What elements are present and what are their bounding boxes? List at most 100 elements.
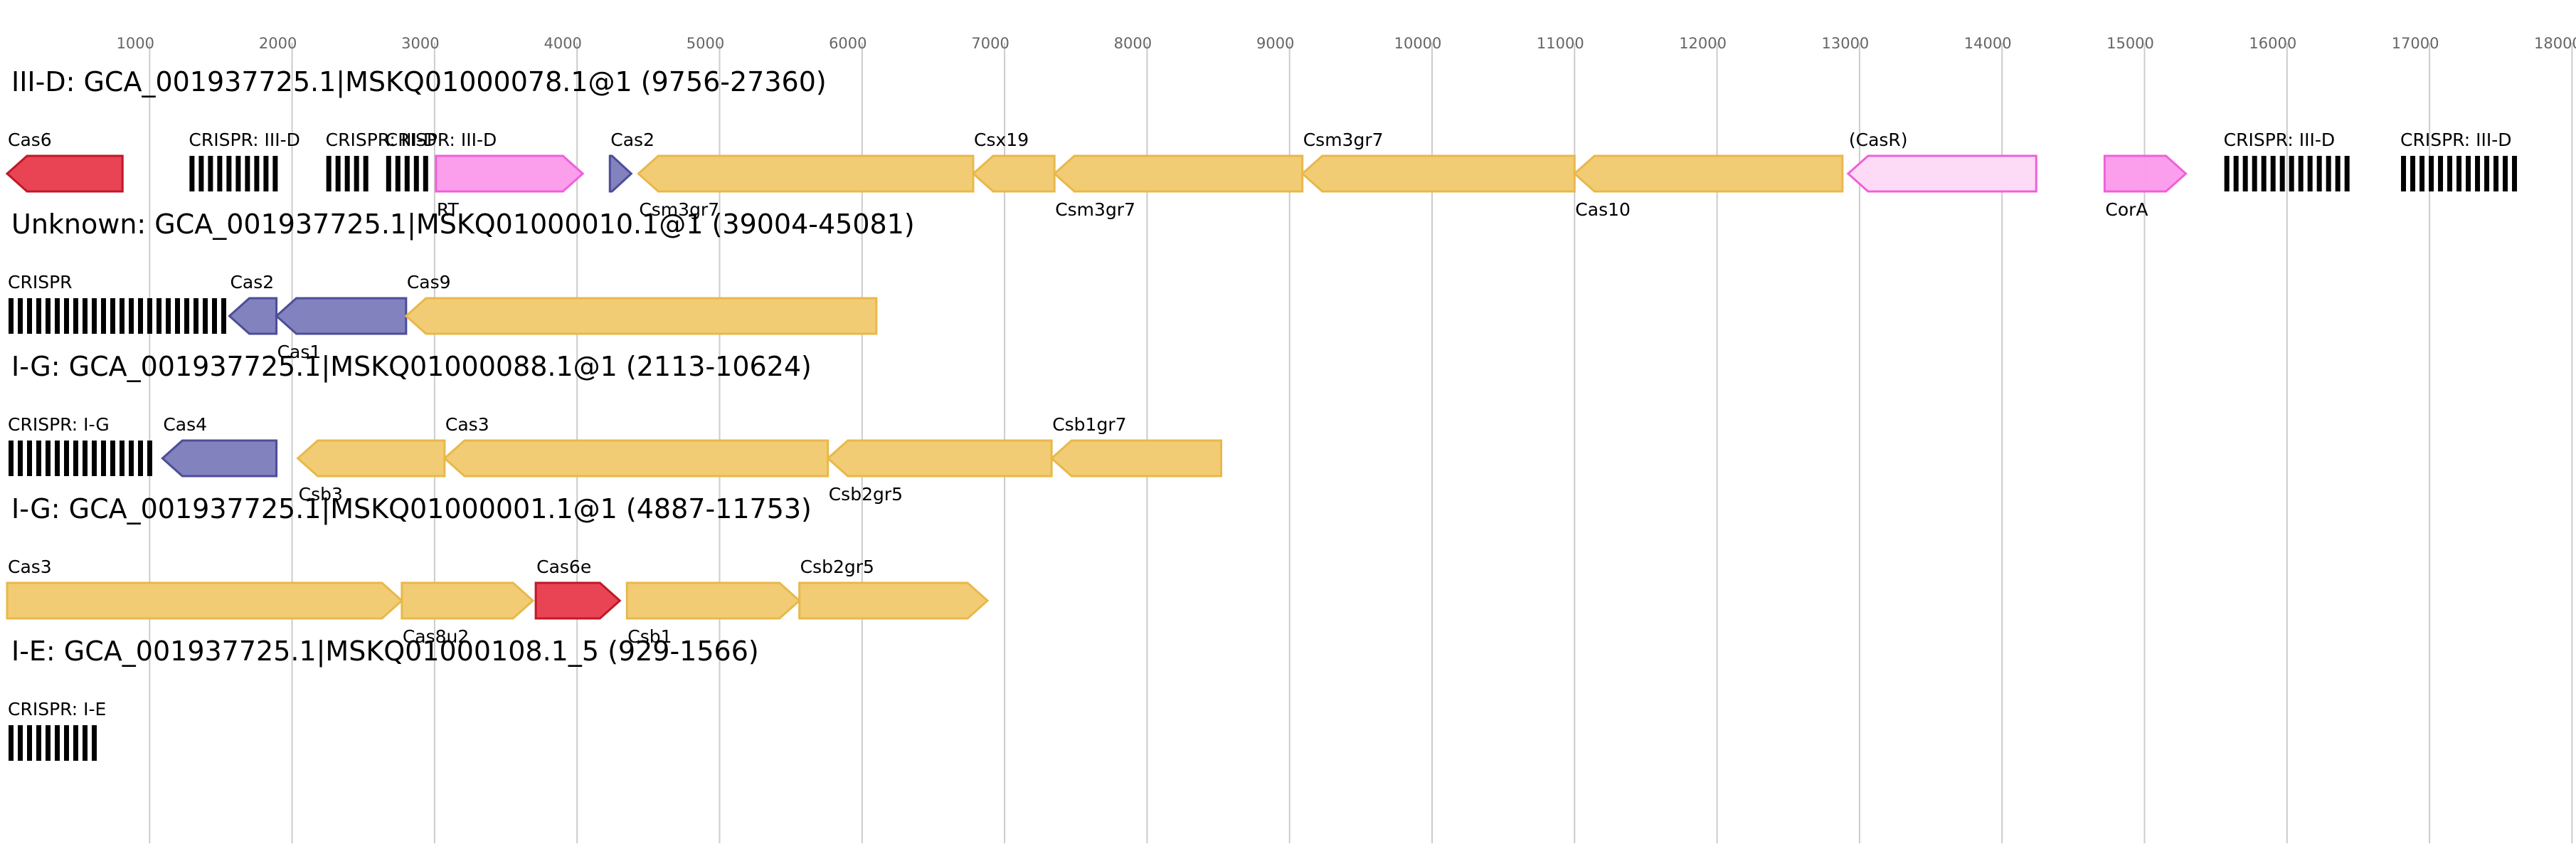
crispr-repeat [83,298,88,334]
crispr-repeat [110,441,115,476]
track: I-G: GCA_001937725.1|MSKQ01000088.1@1 (2… [8,351,1223,505]
crispr-repeat [2242,156,2248,191]
tick-label: 10000 [1394,35,1442,52]
crispr-array [326,156,369,191]
feature-label: Cas9 [407,272,451,292]
crispr-repeat [27,725,32,761]
feature-label: CRISPR: III-D [2400,130,2512,150]
crispr-repeat [235,156,241,191]
crispr-repeat [2493,156,2499,191]
crispr-repeat [2475,156,2481,191]
crispr-repeat [120,298,124,334]
tick-label: 2000 [259,35,297,52]
crispr-repeat [92,441,97,476]
crispr-repeat [344,156,350,191]
track: I-G: GCA_001937725.1|MSKQ01000001.1@1 (4… [6,493,990,647]
crispr-repeat [9,298,14,334]
feature-label: CRISPR: III-D [326,130,438,150]
feature-label: CRISPR [8,272,73,292]
crispr-repeat [2307,156,2313,191]
crispr-array [9,725,97,761]
crispr-array [9,441,152,476]
tick-label: 1000 [117,35,154,52]
feature-label: Cas3 [8,557,52,577]
crispr-repeat [73,298,78,334]
crispr-repeat [2419,156,2425,191]
feature-label: Cas4 [163,414,207,435]
tick-label: 14000 [1964,35,2012,52]
crispr-repeat [92,298,97,334]
tick-label: 7000 [971,35,1009,52]
crispr-repeat [217,156,223,191]
feature-label: CorA [2105,199,2148,220]
crispr-repeat [2456,156,2462,191]
crispr-repeat [27,441,32,476]
crispr-repeat [9,725,14,761]
crispr-repeat [272,156,278,191]
gene-arrow [6,581,404,620]
feature-label: Csm3gr7 [1303,130,1384,150]
crispr-repeat [9,441,14,476]
crispr-repeat [386,156,391,191]
crispr-repeat [73,441,78,476]
crispr-array [2224,156,2350,191]
feature-label: Cas8u2 [403,626,469,647]
crispr-repeat [36,441,41,476]
gene-arrow [2103,154,2188,193]
crispr-repeat [198,156,204,191]
feature-label: Cas2 [610,130,654,150]
track: Unknown: GCA_001937725.1|MSKQ01000010.1@… [8,209,915,362]
tick-label: 15000 [2106,35,2154,52]
crispr-repeat [138,298,143,334]
crispr-repeat [2270,156,2276,191]
crispr-repeat [175,298,180,334]
crispr-array [2401,156,2518,191]
crispr-repeat [354,156,359,191]
crispr-repeat [2261,156,2267,191]
gene-arrow [1846,154,2037,193]
crispr-repeat [2401,156,2407,191]
tick-label: 13000 [1821,35,1869,52]
crispr-repeat [2224,156,2230,191]
feature-label: Cas1 [277,342,322,362]
crispr-repeat [2344,156,2350,191]
track: I-E: GCA_001937725.1|MSKQ01000108.1_5 (9… [8,636,759,761]
track-title: I-G: GCA_001937725.1|MSKQ01000001.1@1 (4… [11,493,812,525]
tick-label: 5000 [687,35,724,52]
crispr-repeat [83,441,88,476]
crispr-array [9,298,226,334]
track-title: Unknown: GCA_001937725.1|MSKQ01000010.1@… [11,209,915,241]
tick-label: 9000 [1256,35,1294,52]
crispr-repeat [36,725,41,761]
gene-arrow [161,439,278,478]
gene-arrow [442,439,829,478]
crispr-repeat [335,156,341,191]
crispr-repeat [245,156,250,191]
feature-label: CRISPR: I-G [8,414,110,435]
crispr-repeat [2503,156,2508,191]
gene-arrow [1300,154,1576,193]
crispr-repeat [64,441,69,476]
crispr-repeat [83,725,88,761]
feature-label: (CasR) [1849,130,1908,150]
gene-arrow [228,297,278,335]
axis-tick-labels: 1000 2000 3000 4000 5000 6000 7000 8000 9000 1000… [117,35,2576,52]
tick-label: 8000 [1114,35,1152,52]
tick-label: 3000 [401,35,439,52]
feature-label: CRISPR: III-D [386,130,497,150]
feature-label: Csm3gr7 [1055,199,1135,220]
crispr-repeat [194,298,198,334]
crispr-repeat [208,156,213,191]
crispr-repeat [55,725,60,761]
crispr-repeat [326,156,332,191]
crispr-repeat [64,298,69,334]
feature-label: Csm3gr7 [639,199,719,220]
crispr-repeat [226,156,232,191]
crispr-repeat [73,725,78,761]
track: III-D: GCA_001937725.1|MSKQ01000078.1@1 … [5,66,2518,220]
gene-arrow [625,581,801,620]
crispr-repeat [2438,156,2444,191]
crispr-repeat [138,441,143,476]
feature-label: Cas10 [1575,199,1631,220]
feature-label: Cas6e [536,557,591,577]
